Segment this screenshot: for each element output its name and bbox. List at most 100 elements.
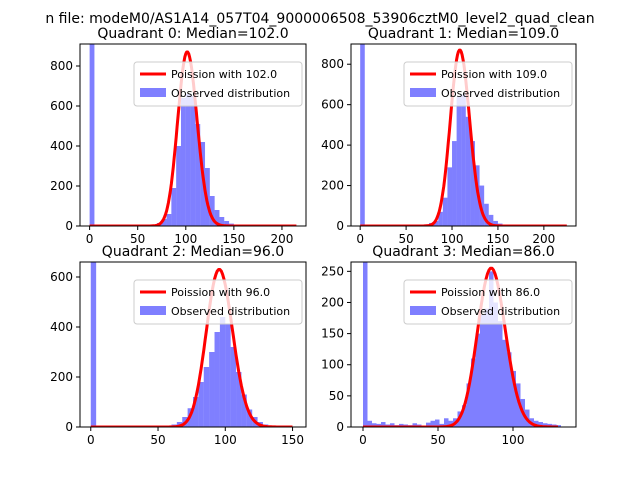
y-tick-label: 800 bbox=[50, 59, 73, 73]
plot-area bbox=[363, 262, 561, 427]
x-tick-label: 100 bbox=[214, 433, 237, 447]
legend-hist-swatch bbox=[140, 88, 166, 97]
x-tick-label: 50 bbox=[150, 433, 165, 447]
histogram-bar bbox=[488, 214, 494, 226]
legend-hist-label: Observed distribution bbox=[171, 305, 290, 318]
histogram-bar bbox=[166, 214, 172, 226]
histogram-bar bbox=[475, 333, 480, 427]
histogram-bar bbox=[224, 221, 230, 226]
histogram-bar bbox=[444, 418, 449, 427]
histogram-bar bbox=[412, 423, 417, 427]
legend-fit-label: Poission with 96.0 bbox=[171, 286, 270, 299]
histogram-bar bbox=[433, 220, 439, 226]
subplot-title: Quadrant 1: Median=109.0 bbox=[368, 26, 559, 42]
histogram-bar bbox=[430, 420, 435, 427]
x-tick-label: 100 bbox=[441, 232, 464, 246]
subplot-quadrant-1: Quadrant 1: Median=109.0 0 50 100 150 200 0 200… bbox=[321, 26, 577, 246]
subplot-quadrant-0: Quadrant 0: Median=102.0 0 50 100 150 200 0 200… bbox=[50, 26, 307, 246]
y-tick-label: 250 bbox=[321, 264, 344, 278]
histogram-bar bbox=[534, 420, 539, 427]
x-tick-label: 200 bbox=[271, 232, 294, 246]
x-tick-label: 200 bbox=[532, 232, 555, 246]
legend-hist-label: Observed distribution bbox=[441, 305, 560, 318]
histogram-bar bbox=[507, 352, 512, 427]
histogram-bar bbox=[538, 422, 543, 427]
legend-hist-swatch bbox=[410, 88, 436, 97]
histogram-bar bbox=[447, 167, 453, 226]
plot-area bbox=[90, 262, 301, 427]
histogram-bar bbox=[198, 382, 204, 427]
y-tick-label: 200 bbox=[50, 370, 73, 384]
y-tick-label: 400 bbox=[50, 139, 73, 153]
histogram-bar bbox=[484, 308, 489, 427]
histogram-bar bbox=[493, 302, 498, 427]
legend-hist-swatch bbox=[410, 306, 436, 315]
x-tick-label: 0 bbox=[86, 232, 94, 246]
axes-frame bbox=[79, 43, 307, 227]
histogram-bar bbox=[176, 146, 181, 226]
x-tick-label: 50 bbox=[398, 232, 413, 246]
histogram-bar bbox=[185, 94, 191, 226]
histogram-bar bbox=[219, 317, 226, 427]
axes-frame bbox=[79, 261, 307, 428]
legend-hist-label: Observed distribution bbox=[441, 87, 560, 100]
histogram-bar bbox=[230, 347, 237, 427]
histogram-bar bbox=[241, 394, 247, 427]
histogram-bar bbox=[363, 262, 368, 427]
histogram-bar bbox=[195, 124, 201, 226]
x-tick-label: 150 bbox=[222, 232, 245, 246]
histogram-bar bbox=[381, 422, 386, 427]
histogram-bar bbox=[543, 423, 548, 427]
histogram-bar bbox=[376, 423, 381, 427]
histogram-bar bbox=[214, 332, 220, 427]
y-tick-label: 400 bbox=[321, 138, 344, 152]
x-tick-label: 0 bbox=[359, 433, 367, 447]
histogram-bar bbox=[470, 141, 475, 226]
y-tick-label: 50 bbox=[329, 389, 344, 403]
figure-suptitle: n file: modeM0/AS1A14_057T04_9000006508_… bbox=[45, 11, 594, 27]
y-tick-label: 0 bbox=[65, 420, 73, 434]
x-tick-label: 50 bbox=[430, 433, 445, 447]
histogram-bar bbox=[372, 423, 377, 427]
histogram-bar bbox=[90, 262, 97, 427]
legend-fit-label: Poission with 109.0 bbox=[441, 68, 547, 81]
y-tick-label: 600 bbox=[50, 270, 73, 284]
legend-box bbox=[403, 61, 573, 107]
y-tick-label: 0 bbox=[336, 219, 344, 233]
histogram-bar bbox=[399, 423, 404, 427]
legend-fit-label: Poission with 86.0 bbox=[441, 286, 540, 299]
y-tick-label: 600 bbox=[321, 98, 344, 112]
histogram-bar bbox=[489, 271, 494, 427]
histogram-bar bbox=[246, 409, 253, 427]
legend-fit-label: Poission with 102.0 bbox=[171, 68, 277, 81]
y-tick-label: 100 bbox=[321, 358, 344, 372]
histogram-bar bbox=[193, 397, 199, 427]
x-tick-label: 0 bbox=[87, 433, 95, 447]
histogram-bar bbox=[225, 324, 231, 427]
y-tick-label: 600 bbox=[50, 99, 73, 113]
histogram-bar bbox=[556, 425, 561, 427]
subplot-title: Quadrant 2: Median=96.0 bbox=[102, 244, 284, 260]
y-tick-label: 800 bbox=[321, 57, 344, 71]
y-tick-label: 200 bbox=[321, 295, 344, 309]
axes-frame bbox=[350, 43, 577, 227]
histogram-bar bbox=[493, 220, 498, 226]
histogram-bar bbox=[209, 352, 215, 427]
x-tick-label: 150 bbox=[486, 232, 509, 246]
histogram-bar bbox=[209, 196, 215, 226]
histogram-bar bbox=[236, 372, 242, 427]
legend-hist-label: Observed distribution bbox=[171, 87, 290, 100]
histogram-bar bbox=[171, 188, 177, 226]
y-tick-label: 400 bbox=[50, 320, 73, 334]
histogram-bar bbox=[435, 419, 440, 427]
histogram-bar bbox=[466, 383, 471, 427]
histogram-bar bbox=[462, 405, 467, 427]
subplot-title: Quadrant 3: Median=86.0 bbox=[372, 244, 554, 260]
histogram-bar bbox=[219, 217, 225, 226]
histogram-bar bbox=[516, 383, 521, 427]
poisson-fit-line bbox=[90, 268, 293, 427]
histogram-bar bbox=[456, 96, 462, 226]
legend-hist-swatch bbox=[140, 306, 166, 315]
histogram-bar bbox=[190, 96, 196, 226]
